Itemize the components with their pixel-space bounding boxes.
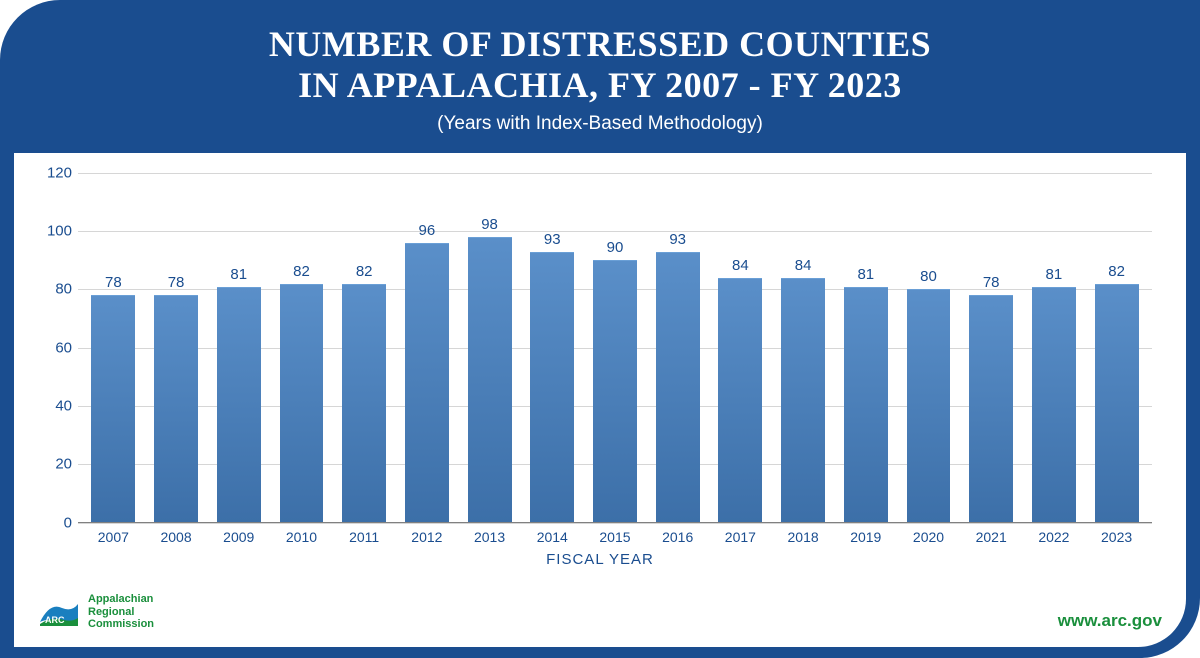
x-tick: 2018	[772, 529, 835, 545]
bar	[405, 243, 449, 523]
bar-slot: 82	[1085, 173, 1148, 523]
arc-logo: ARC Appalachian Regional Commission	[38, 593, 154, 631]
x-axis-label: FISCAL YEAR	[38, 551, 1162, 568]
bar-value-label: 93	[544, 231, 561, 248]
y-tick: 20	[38, 456, 72, 473]
org-line-3: Commission	[88, 618, 154, 631]
bar	[907, 289, 951, 522]
bar	[280, 284, 324, 523]
bar	[154, 295, 198, 523]
bar	[718, 278, 762, 523]
baseline	[78, 522, 1152, 523]
x-tick: 2015	[584, 529, 647, 545]
arc-logo-mark: ARC	[38, 596, 80, 628]
x-tick: 2011	[333, 529, 396, 545]
chart-panel: 0 20 40 60 80 100 120 78 78 81 82 82 96 98 93 90 93 84 84…	[14, 153, 1186, 647]
bar	[781, 278, 825, 523]
bar	[217, 287, 261, 523]
bar	[91, 295, 135, 523]
bar-slot: 82	[333, 173, 396, 523]
y-tick: 120	[38, 164, 72, 181]
bar-slot: 78	[960, 173, 1023, 523]
footer: ARC Appalachian Regional Commission www.…	[38, 593, 1162, 631]
bar-slot: 81	[207, 173, 270, 523]
bar-value-label: 82	[293, 263, 310, 280]
bar-value-label: 78	[983, 274, 1000, 291]
bar-value-label: 81	[230, 266, 247, 283]
x-tick: 2009	[207, 529, 270, 545]
x-tick: 2020	[897, 529, 960, 545]
bar-value-label: 82	[356, 263, 373, 280]
x-tick: 2010	[270, 529, 333, 545]
x-tick: 2016	[646, 529, 709, 545]
x-tick: 2013	[458, 529, 521, 545]
bar	[1032, 287, 1076, 523]
bars-container: 78 78 81 82 82 96 98 93 90 93 84 84 81 80 78 81 82	[78, 173, 1152, 523]
bar	[468, 237, 512, 523]
x-tick: 2012	[396, 529, 459, 545]
x-tick: 2007	[82, 529, 145, 545]
bar-value-label: 78	[105, 274, 122, 291]
y-tick: 80	[38, 281, 72, 298]
x-tick: 2008	[145, 529, 208, 545]
x-tick: 2014	[521, 529, 584, 545]
bar-slot: 81	[834, 173, 897, 523]
bar	[530, 252, 574, 523]
arc-logo-text: Appalachian Regional Commission	[88, 593, 154, 631]
logo-abbrev: ARC	[45, 615, 65, 625]
bar-slot: 98	[458, 173, 521, 523]
bar-value-label: 98	[481, 216, 498, 233]
title-line-1: NUMBER OF DISTRESSED COUNTIES	[14, 24, 1186, 65]
title-line-2: IN APPALACHIA, FY 2007 - FY 2023	[14, 65, 1186, 106]
bar-slot: 78	[145, 173, 208, 523]
bar	[593, 260, 637, 523]
bar-slot: 84	[709, 173, 772, 523]
x-tick: 2022	[1023, 529, 1086, 545]
gridline	[78, 523, 1152, 524]
bar-slot: 93	[646, 173, 709, 523]
bar-value-label: 84	[795, 257, 812, 274]
bar-slot: 78	[82, 173, 145, 523]
bar-value-label: 84	[732, 257, 749, 274]
bar-slot: 90	[584, 173, 647, 523]
x-tick: 2017	[709, 529, 772, 545]
x-tick: 2023	[1085, 529, 1148, 545]
bar-value-label: 78	[168, 274, 185, 291]
header: NUMBER OF DISTRESSED COUNTIES IN APPALAC…	[14, 14, 1186, 153]
bar-value-label: 81	[857, 266, 874, 283]
org-line-2: Regional	[88, 606, 154, 619]
y-tick: 60	[38, 339, 72, 356]
org-line-1: Appalachian	[88, 593, 154, 606]
bar	[656, 252, 700, 523]
bar-value-label: 96	[419, 222, 436, 239]
bar-slot: 93	[521, 173, 584, 523]
bar	[844, 287, 888, 523]
bar-slot: 82	[270, 173, 333, 523]
bar-slot: 84	[772, 173, 835, 523]
bar-value-label: 90	[607, 239, 624, 256]
y-tick: 0	[38, 514, 72, 531]
bar-value-label: 80	[920, 268, 937, 285]
bar-slot: 96	[396, 173, 459, 523]
bar-value-label: 81	[1046, 266, 1063, 283]
url-text: www.arc.gov	[1058, 611, 1162, 631]
bar	[1095, 284, 1139, 523]
bar-value-label: 82	[1108, 263, 1125, 280]
plot-area: 020406080100120 787881828296989390938484…	[78, 173, 1152, 523]
subtitle: (Years with Index-Based Methodology)	[14, 113, 1186, 135]
y-tick: 100	[38, 223, 72, 240]
bar-value-label: 93	[669, 231, 686, 248]
card-outer: NUMBER OF DISTRESSED COUNTIES IN APPALAC…	[0, 0, 1200, 658]
x-tick: 2019	[834, 529, 897, 545]
x-axis: 2007200820092010201120122013201420152016…	[78, 523, 1152, 545]
x-tick: 2021	[960, 529, 1023, 545]
bar-slot: 80	[897, 173, 960, 523]
bar	[342, 284, 386, 523]
bar-slot: 81	[1023, 173, 1086, 523]
bar	[969, 295, 1013, 523]
y-tick: 40	[38, 398, 72, 415]
